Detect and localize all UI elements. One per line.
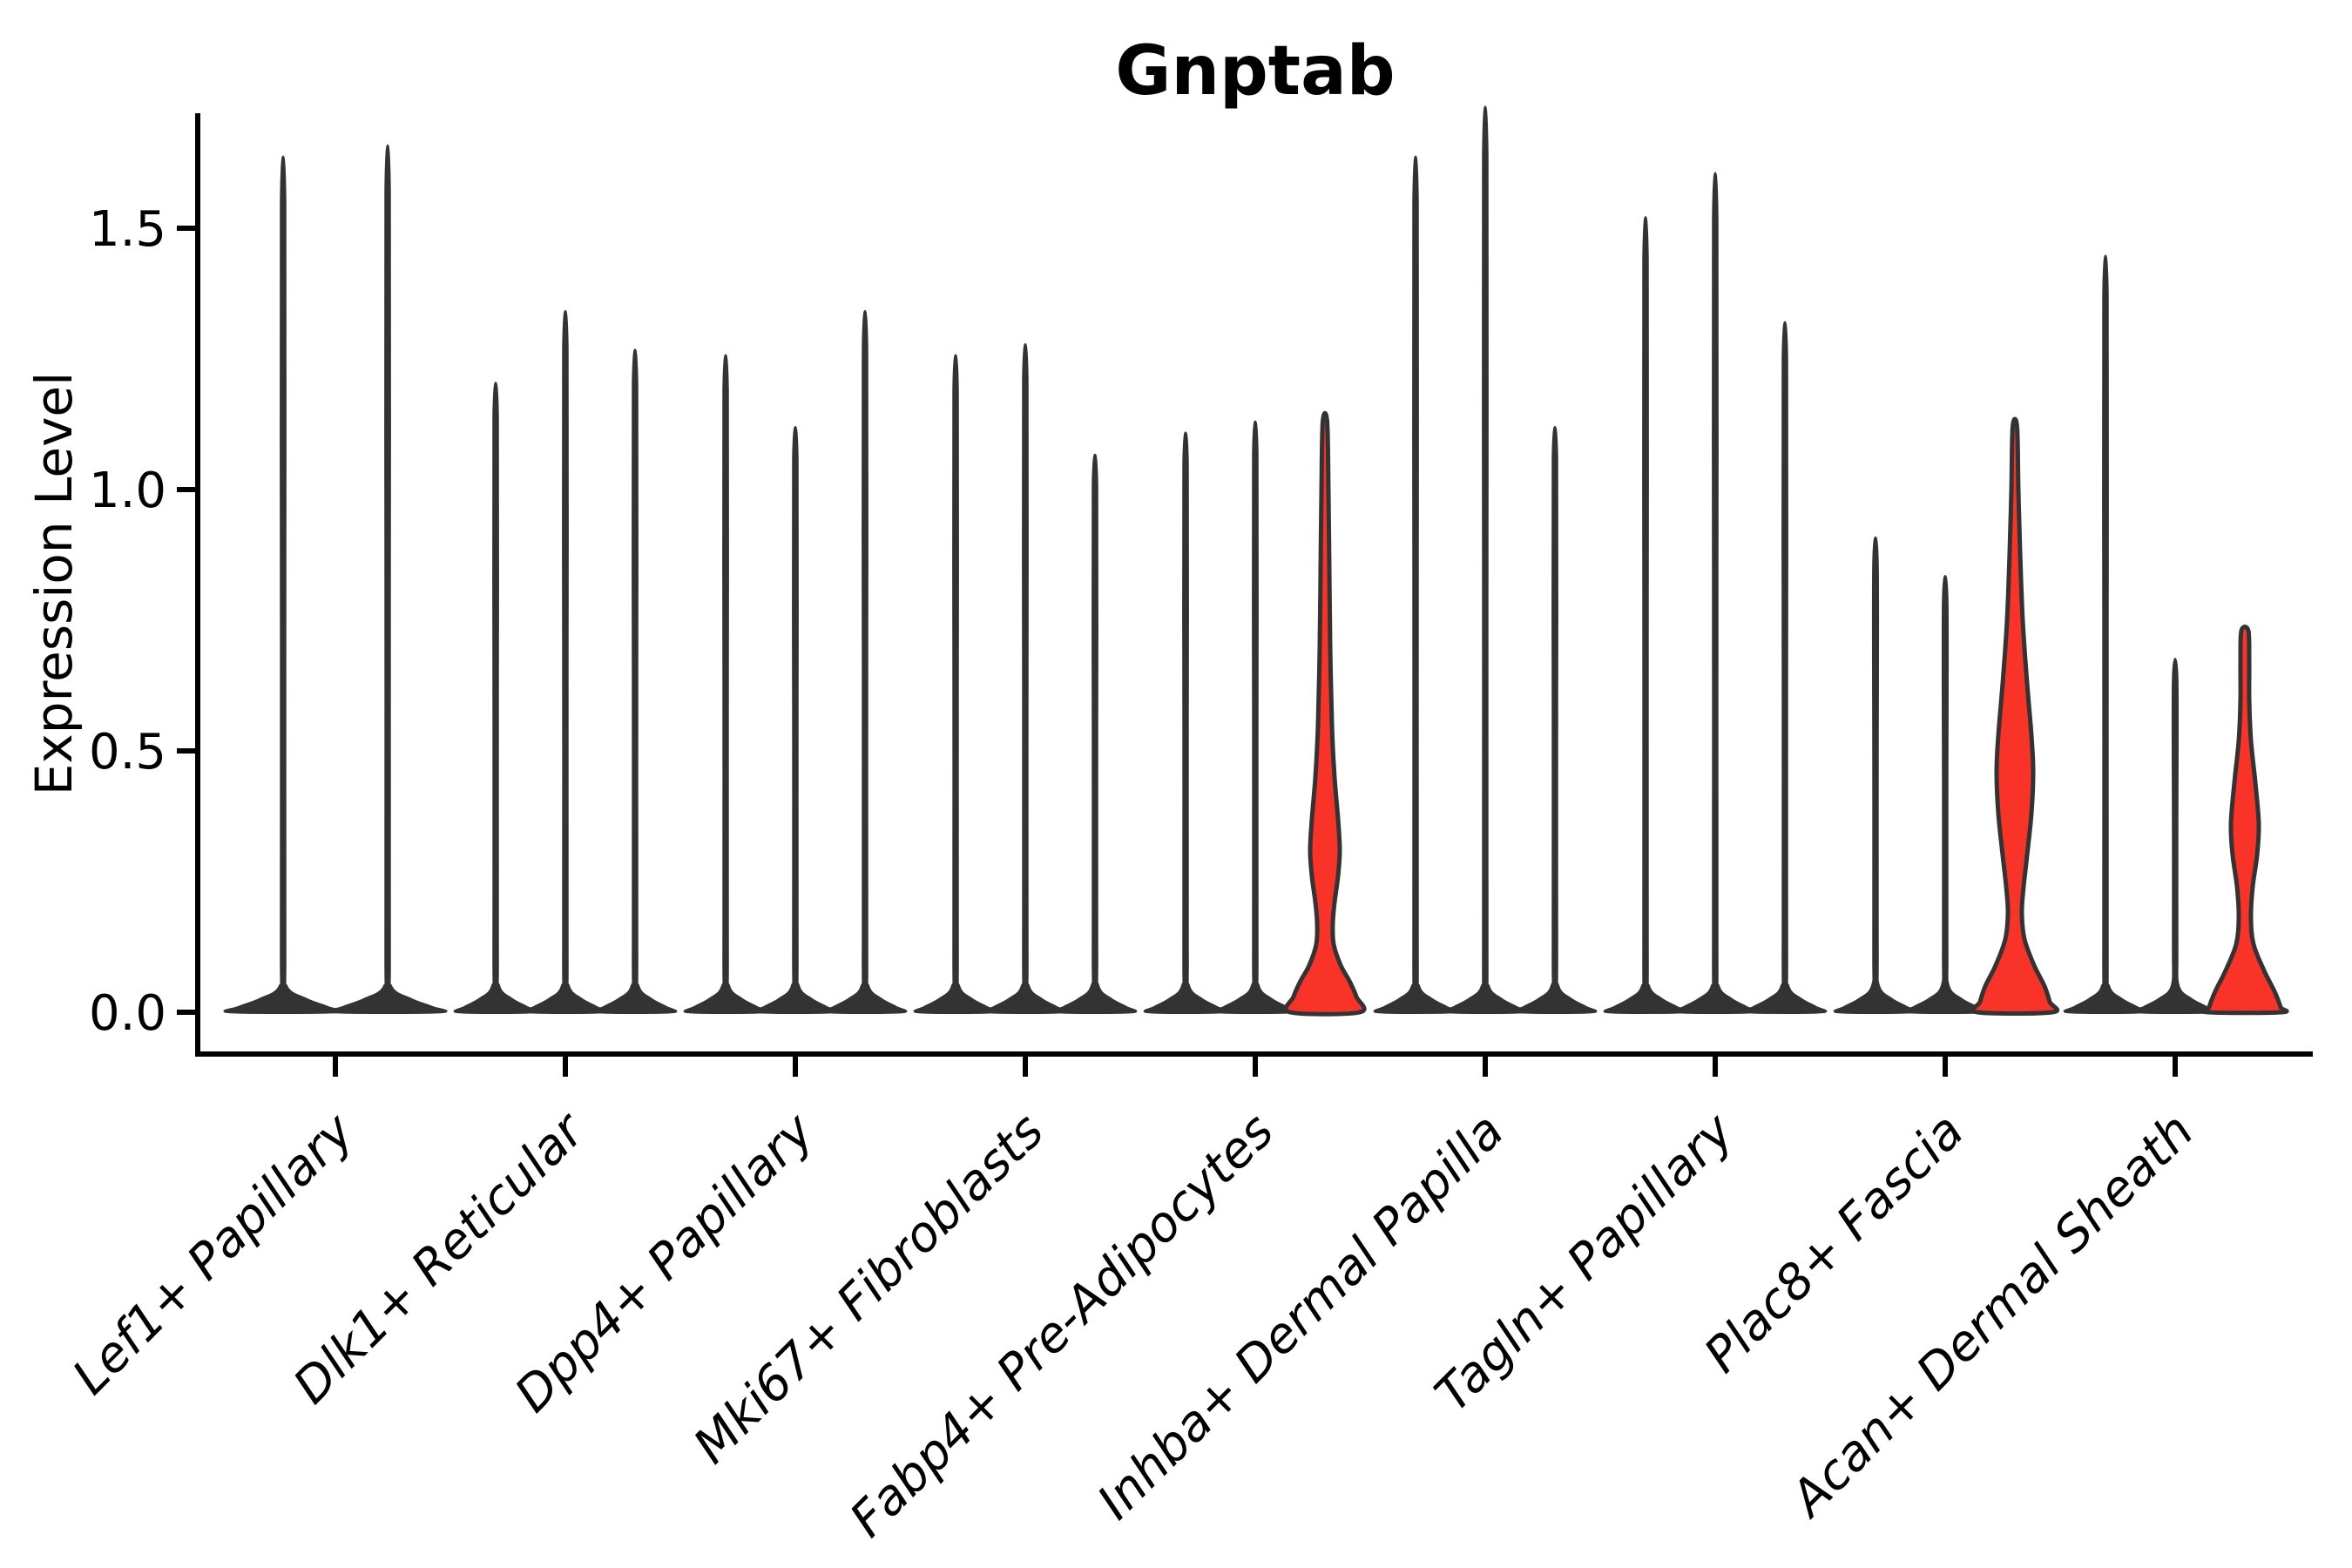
- violin: [1373, 155, 1458, 1014]
- violin: [1213, 420, 1298, 1014]
- violin: [1052, 453, 1138, 1014]
- violin: [223, 155, 343, 1014]
- y-tick-label: 0.0: [89, 985, 166, 1042]
- y-axis-label: Expression Level: [24, 372, 84, 795]
- violin: [592, 348, 678, 1014]
- violin: [1903, 575, 1988, 1014]
- x-tick-label: Fabp4+ Pre-Adipocytes: [840, 1103, 1285, 1548]
- violin-highlighted: [1970, 416, 2060, 1016]
- violin: [822, 310, 908, 1014]
- violin-highlighted: [2200, 625, 2289, 1016]
- plot-title: Gnptab: [1115, 32, 1395, 111]
- y-tick-label: 1.5: [89, 201, 166, 258]
- violin: [1603, 216, 1688, 1014]
- violin: [2063, 254, 2148, 1014]
- x-tick-label: Acan+ Dermal Sheath: [1779, 1103, 2205, 1529]
- violin: [1673, 172, 1758, 1014]
- y-axis-ticks: 0.0 0.5 1.0 1.5: [89, 201, 198, 1042]
- violin: [983, 343, 1068, 1014]
- violin: [2132, 658, 2218, 1014]
- violin: [1443, 105, 1528, 1014]
- violin-highlighted: [1283, 410, 1367, 1017]
- violin: [683, 354, 768, 1014]
- violins: [223, 105, 2289, 1017]
- x-tick-label: Inhba+ Dermal Papilla: [1087, 1103, 1515, 1531]
- violin: [1512, 425, 1598, 1014]
- y-tick-label: 1.0: [89, 463, 166, 519]
- violin: [913, 354, 998, 1014]
- violin: [328, 145, 448, 1014]
- violin: [523, 310, 608, 1014]
- violin: [753, 425, 838, 1014]
- violin: [1833, 537, 1918, 1014]
- y-tick-label: 0.5: [89, 724, 166, 781]
- violin: [453, 382, 538, 1014]
- violin: [1143, 431, 1228, 1014]
- violin: [1742, 321, 1828, 1014]
